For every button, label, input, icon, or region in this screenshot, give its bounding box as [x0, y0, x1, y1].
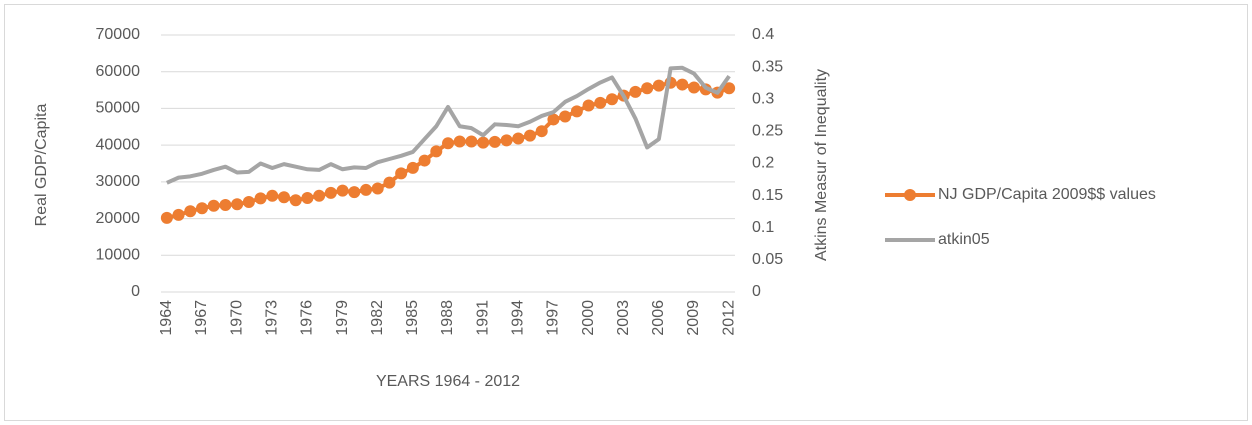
x-tick-label: 1964	[158, 300, 175, 336]
data-point	[266, 189, 279, 202]
data-point	[488, 135, 501, 148]
x-axis-title: YEARS 1964 - 2012	[376, 373, 520, 390]
data-point	[383, 176, 396, 189]
x-tick-label: 2003	[615, 300, 632, 336]
data-point	[582, 99, 595, 112]
data-point	[406, 161, 419, 174]
data-point	[254, 192, 267, 205]
y2-tick-label: 0.05	[752, 251, 783, 268]
series-line	[166, 65, 731, 185]
x-tick-label: 1967	[193, 300, 210, 336]
data-point	[207, 199, 220, 212]
data-point	[688, 81, 700, 94]
y-tick-label: 40000	[96, 136, 141, 153]
data-point	[301, 192, 314, 205]
legend-marker	[904, 189, 916, 201]
legend-label: atkin05	[938, 231, 990, 248]
data-point	[430, 145, 443, 158]
x-tick-label: 1982	[369, 300, 386, 336]
x-tick-label: 2009	[685, 300, 702, 336]
data-point	[278, 191, 290, 204]
x-tick-label: 1994	[510, 300, 527, 336]
data-point	[535, 125, 548, 138]
y-tick-label: 20000	[96, 210, 141, 227]
y-tick-label: 60000	[96, 63, 141, 80]
data-point	[500, 134, 513, 147]
data-point	[652, 79, 665, 92]
x-tick-label: 2012	[720, 300, 737, 336]
x-tick-label: 2006	[650, 300, 667, 336]
data-point	[336, 184, 349, 197]
data-point	[524, 129, 536, 142]
data-point	[465, 135, 478, 148]
y2-tick-label: 0	[752, 283, 761, 300]
data-point	[160, 211, 173, 224]
y2-tick-label: 0.3	[752, 90, 774, 107]
data-point	[196, 202, 208, 215]
data-point	[348, 186, 361, 199]
x-tick-label: 1976	[299, 300, 316, 336]
data-point	[395, 167, 408, 180]
data-point	[676, 78, 689, 91]
y-tick-label: 10000	[96, 247, 141, 264]
x-tick-label: 1988	[439, 300, 456, 336]
y-axis-title: Real GDP/Capita	[33, 104, 50, 227]
y-tick-label: 0	[131, 283, 140, 300]
y2-tick-label: 0.25	[752, 123, 783, 140]
data-point	[324, 186, 337, 199]
y2-tick-label: 0.15	[752, 187, 783, 204]
y2-tick-label: 0.1	[752, 219, 774, 236]
x-tick-label: 1997	[545, 300, 562, 336]
y2-tick-label: 0.4	[752, 26, 774, 43]
data-point	[594, 96, 607, 109]
x-tick-label: 1985	[404, 300, 421, 336]
data-point	[289, 194, 302, 207]
data-point	[606, 93, 618, 106]
data-point	[219, 198, 232, 211]
data-point	[477, 136, 490, 149]
y2-axis-title: Atkins Measur of Inequality	[813, 69, 830, 261]
data-point	[418, 154, 431, 167]
data-point	[570, 105, 583, 118]
x-tick-label: 2000	[580, 300, 597, 336]
data-point	[641, 82, 654, 95]
x-tick-label: 1979	[334, 300, 351, 336]
data-point	[231, 198, 244, 211]
data-point	[360, 183, 372, 196]
data-point	[629, 85, 642, 98]
data-point	[453, 135, 466, 148]
x-tick-label: 1973	[264, 300, 281, 336]
data-point	[442, 137, 454, 150]
data-point	[512, 132, 525, 145]
data-point	[313, 189, 326, 202]
data-point	[371, 182, 384, 195]
x-tick-label: 1970	[228, 300, 245, 336]
data-point	[723, 82, 736, 95]
data-point	[547, 113, 560, 126]
data-point	[172, 208, 185, 221]
y2-tick-label: 0.35	[752, 58, 783, 75]
data-point	[559, 110, 572, 123]
y-tick-label: 70000	[96, 26, 141, 43]
y2-tick-label: 0.2	[752, 155, 774, 172]
y-tick-label: 30000	[96, 173, 141, 190]
legend-label: NJ GDP/Capita 2009$$ values	[938, 186, 1156, 203]
chart-border	[4, 4, 1248, 421]
data-point	[184, 205, 197, 218]
y-tick-label: 50000	[96, 100, 141, 117]
data-point	[242, 196, 255, 209]
x-tick-label: 1991	[474, 300, 491, 336]
